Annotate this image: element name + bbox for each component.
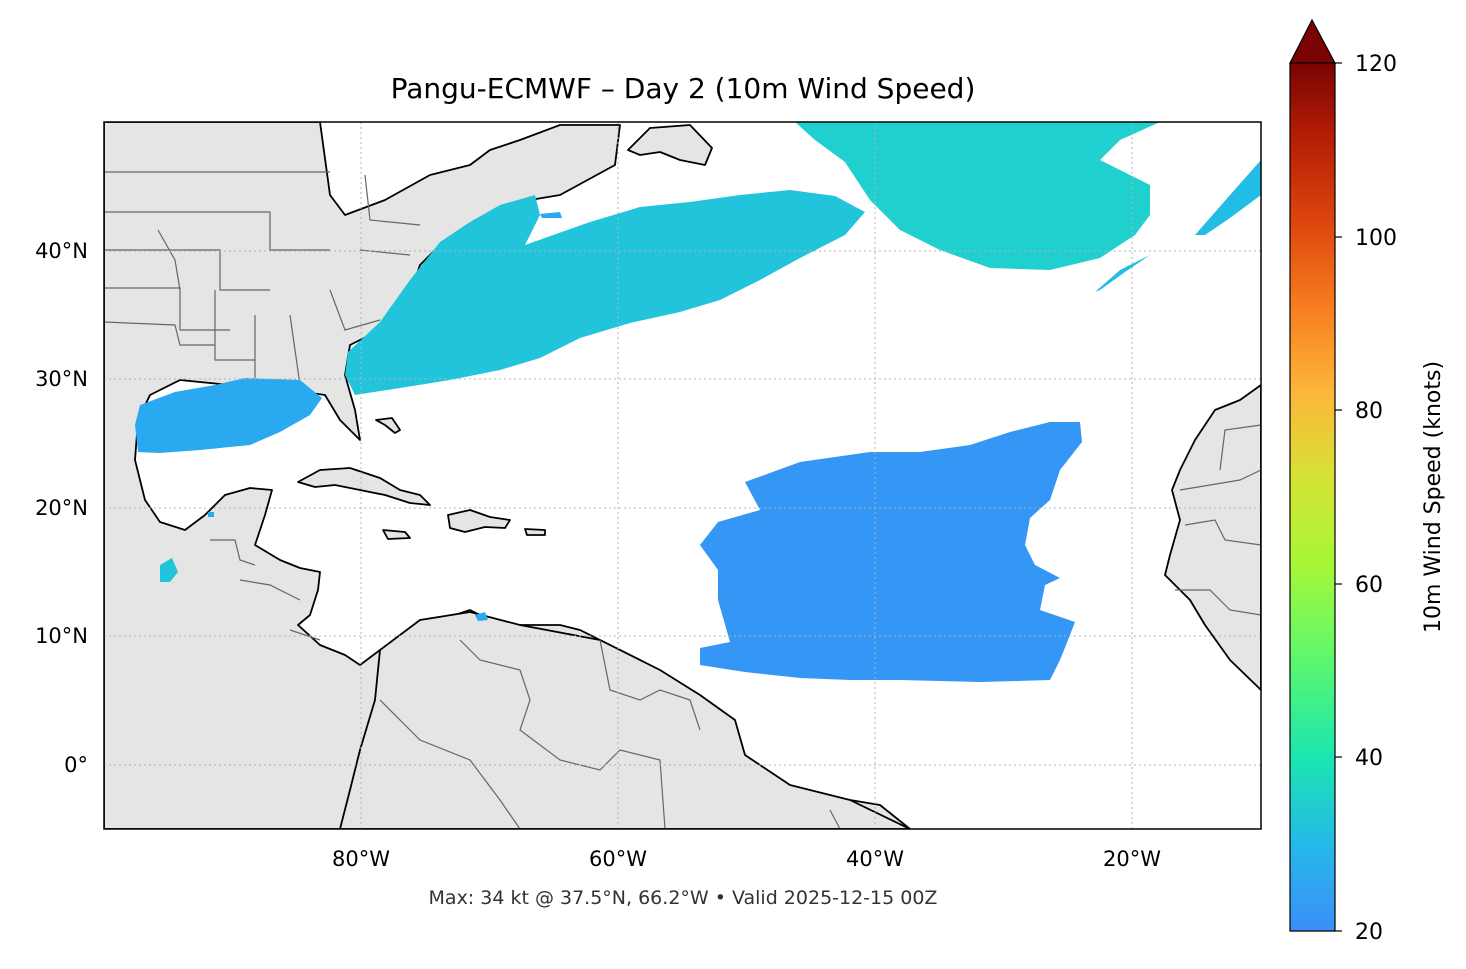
colorbar: 20 40 60 80 100 120 10m Wind Speed (knot… [1289,18,1446,945]
colorbar-label: 10m Wind Speed (knots) [1421,361,1446,633]
newfoundland-island [627,124,713,166]
land-layer [104,122,1261,829]
colorbar-gradient [1290,63,1335,931]
hispaniola-island [447,509,511,533]
lon-tick-60w: 60°W [589,847,647,871]
africa-land [1164,384,1261,691]
colorbar-tick-100: 100 [1355,226,1397,251]
wind-region-gulf-of-mexico [135,378,322,453]
map-panel [104,122,1261,829]
south-america-land [339,611,911,829]
map-title: Pangu-ECMWF – Day 2 (10m Wind Speed) [391,72,976,105]
puerto-rico-island [524,528,546,536]
colorbar-tick-80: 80 [1355,399,1383,424]
border-lines [104,171,1261,829]
lat-tick-30n: 30°N [35,367,88,391]
max-wind-footer: Max: 34 kt @ 37.5°N, 66.2°W • Valid 2025… [429,887,938,909]
lat-tick-0: 0° [64,753,88,777]
colorbar-tick-60: 60 [1355,573,1383,598]
colorbar-tick-120: 120 [1355,52,1397,77]
colorbar-frame [1289,63,1336,932]
colorbar-tick-40: 40 [1355,746,1383,771]
wind-region-northeast-atlantic-streak [1095,160,1261,292]
lat-tick-20n: 20°N [35,496,88,520]
north-america-land [104,122,911,829]
y-axis-labels: 40°N 30°N 20°N 10°N 0° [35,239,88,777]
wind-region-gulf-of-honduras-patch [160,558,178,582]
wind-region-north-atlantic-northern [795,122,1160,270]
lon-tick-40w: 40°W [846,847,904,871]
map-frame [103,121,1262,830]
bahamas-island [375,417,401,434]
lon-tick-80w: 80°W [332,847,390,871]
wind-region-tropical-trade-winds [700,422,1082,682]
wind-layer [135,122,1261,682]
jamaica-island [382,529,411,540]
wind-region-us-east-coast-jet [345,190,865,395]
x-axis-labels: 80°W 60°W 40°W 20°W [332,847,1161,871]
lat-tick-40n: 40°N [35,239,88,263]
lon-tick-20w: 20°W [1103,847,1161,871]
colorbar-extend-arrow [1289,18,1337,64]
lat-tick-10n: 10°N [35,624,88,648]
colorbar-ticks [1335,62,1342,932]
cuba-island [297,467,431,506]
colorbar-tick-20: 20 [1355,920,1383,945]
